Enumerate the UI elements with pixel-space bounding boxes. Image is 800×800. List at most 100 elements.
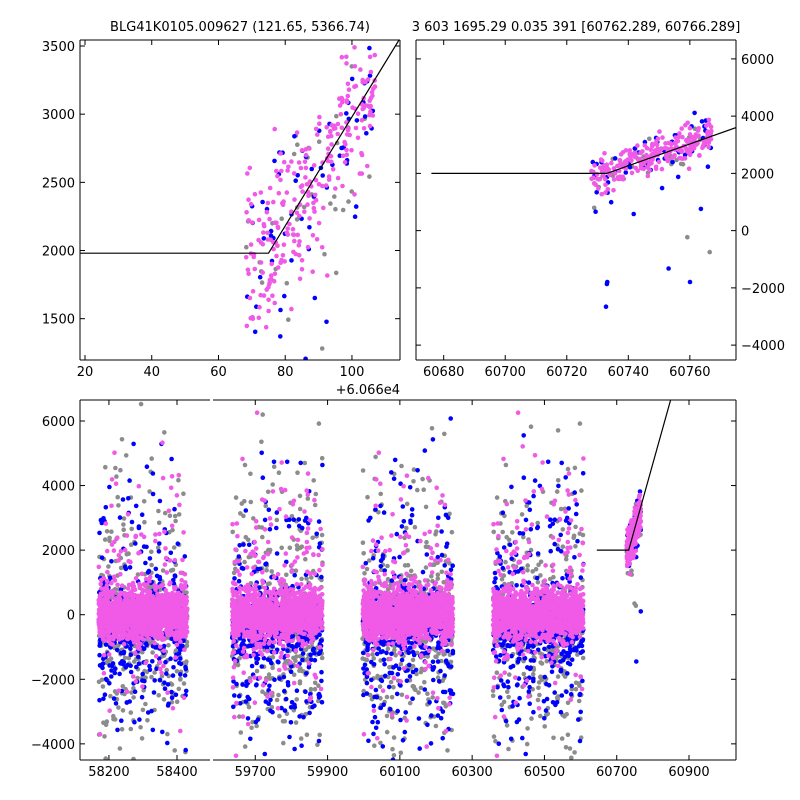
- data-point-8c8c8c: [316, 421, 322, 426]
- data-point-0000ff: [140, 671, 145, 677]
- data-point-f05ae6: [181, 530, 186, 535]
- data-point-0000ff: [324, 319, 329, 325]
- data-point-0000ff: [150, 727, 156, 733]
- data-point-0000ff: [300, 657, 305, 663]
- data-point-f05ae6: [244, 210, 249, 215]
- data-point-f05ae6: [313, 126, 319, 132]
- data-point-f05ae6: [310, 269, 316, 275]
- data-point-0000ff: [132, 719, 137, 725]
- data-point-f05ae6: [147, 574, 153, 580]
- data-point-f05ae6: [153, 532, 158, 537]
- data-point-f05ae6: [233, 753, 239, 759]
- data-point-f05ae6: [325, 146, 331, 151]
- data-point-f05ae6: [244, 323, 250, 329]
- data-point-f05ae6: [263, 678, 269, 683]
- data-point-f05ae6: [137, 550, 142, 555]
- data-point-f05ae6: [182, 571, 188, 577]
- data-point-f05ae6: [253, 519, 259, 524]
- x-tick-label: 60760: [669, 365, 710, 380]
- data-point-f05ae6: [700, 145, 705, 151]
- data-point-f05ae6: [653, 166, 659, 171]
- data-point-f05ae6: [349, 147, 354, 153]
- data-point-f05ae6: [281, 159, 287, 165]
- data-point-0000ff: [268, 708, 273, 713]
- data-point-8c8c8c: [291, 672, 297, 678]
- data-point-8c8c8c: [141, 499, 147, 504]
- data-point-f05ae6: [274, 168, 279, 174]
- data-point-0000ff: [161, 643, 167, 649]
- data-point-f05ae6: [183, 619, 189, 624]
- data-point-8c8c8c: [263, 503, 269, 509]
- zoom-left-plot-area: [80, 40, 400, 360]
- data-point-f05ae6: [271, 199, 276, 205]
- data-point-f05ae6: [116, 619, 121, 625]
- y-tick-label: −4000: [741, 339, 785, 354]
- data-point-8c8c8c: [231, 570, 237, 576]
- data-point-8c8c8c: [259, 439, 264, 445]
- data-point-0000ff: [142, 678, 147, 684]
- data-point-f05ae6: [687, 125, 693, 131]
- data-point-8c8c8c: [274, 697, 280, 703]
- data-point-0000ff: [288, 705, 294, 710]
- data-point-0000ff: [113, 666, 118, 671]
- data-point-f05ae6: [345, 81, 351, 87]
- data-point-0000ff: [267, 683, 272, 689]
- data-point-f05ae6: [635, 143, 640, 148]
- data-point-0000ff: [231, 679, 236, 684]
- data-point-f05ae6: [128, 603, 134, 609]
- data-point-f05ae6: [250, 289, 256, 294]
- data-point-f05ae6: [302, 509, 307, 514]
- data-point-f05ae6: [312, 497, 317, 503]
- data-point-0000ff: [253, 683, 259, 688]
- data-point-8c8c8c: [346, 199, 351, 204]
- data-point-f05ae6: [180, 622, 186, 627]
- data-point-0000ff: [268, 228, 274, 234]
- data-point-f05ae6: [665, 157, 671, 163]
- data-point-0000ff: [118, 661, 123, 666]
- data-point-8c8c8c: [303, 556, 308, 562]
- data-point-0000ff: [123, 566, 129, 572]
- data-point-0000ff: [232, 693, 237, 698]
- data-point-f05ae6: [283, 514, 289, 519]
- data-point-f05ae6: [618, 152, 624, 157]
- data-point-8c8c8c: [269, 569, 275, 574]
- data-point-f05ae6: [655, 146, 661, 152]
- data-point-f05ae6: [344, 147, 349, 153]
- data-point-f05ae6: [299, 148, 305, 153]
- data-point-0000ff: [317, 632, 322, 637]
- data-point-f05ae6: [111, 574, 117, 580]
- data-point-f05ae6: [168, 485, 174, 491]
- data-point-f05ae6: [684, 146, 689, 152]
- data-point-0000ff: [298, 460, 304, 466]
- data-point-0000ff: [121, 649, 127, 655]
- data-point-f05ae6: [294, 210, 300, 216]
- data-point-8c8c8c: [333, 206, 338, 212]
- data-point-f05ae6: [262, 585, 268, 591]
- data-point-8c8c8c: [116, 503, 121, 508]
- data-point-0000ff: [162, 680, 167, 685]
- data-point-f05ae6: [246, 271, 251, 277]
- axes-frame: [79, 39, 401, 361]
- data-point-0000ff: [320, 462, 325, 468]
- data-point-f05ae6: [596, 186, 601, 191]
- data-point-8c8c8c: [312, 680, 318, 686]
- x-offset-label: +6.066e4: [336, 383, 400, 398]
- data-point-8c8c8c: [115, 494, 120, 500]
- data-point-f05ae6: [266, 297, 271, 303]
- data-point-8c8c8c: [260, 534, 265, 540]
- data-point-0000ff: [128, 646, 133, 651]
- data-point-f05ae6: [282, 563, 287, 568]
- data-point-f05ae6: [278, 177, 283, 183]
- data-point-0000ff: [255, 566, 260, 572]
- data-point-0000ff: [312, 295, 318, 301]
- data-point-0000ff: [112, 670, 118, 676]
- data-point-0000ff: [659, 185, 665, 191]
- data-point-0000ff: [269, 660, 274, 666]
- data-point-0000ff: [252, 329, 258, 335]
- data-point-f05ae6: [340, 153, 346, 159]
- data-point-0000ff: [259, 664, 265, 669]
- data-point-8c8c8c: [264, 568, 269, 573]
- data-point-0000ff: [682, 152, 688, 158]
- data-point-f05ae6: [659, 166, 665, 172]
- data-point-8c8c8c: [138, 401, 144, 407]
